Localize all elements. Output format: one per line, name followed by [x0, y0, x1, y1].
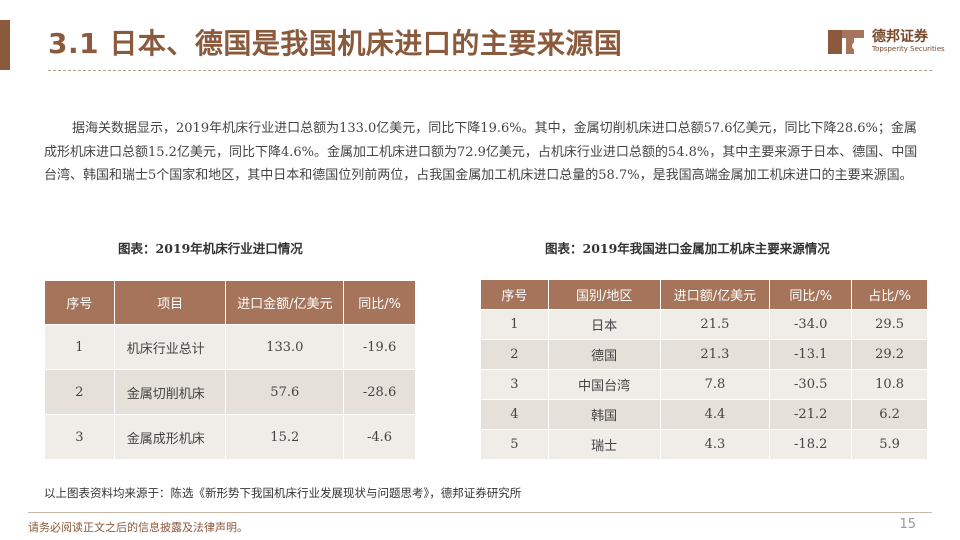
column-header: 进口额/亿美元: [659, 279, 771, 310]
logo-text-en: Topsperity Securities: [872, 45, 945, 53]
column-header: 同比/%: [343, 280, 416, 325]
source-note: 以上图表资料均来源于：陈选《新形势下我国机床行业发展现状与问题思考》，德邦证券研…: [44, 486, 522, 500]
table-cell: 中国台湾: [547, 369, 661, 400]
table-header-row: 序号 项目 进口金额/亿美元 同比/%: [44, 280, 416, 325]
table-cell: 15.2: [225, 414, 345, 460]
column-header: 占比/%: [851, 279, 928, 310]
table-cell: 日本: [547, 309, 661, 340]
column-header: 进口金额/亿美元: [225, 280, 345, 325]
table-row: 5 瑞士 4.3 -18.2 5.9: [480, 429, 928, 460]
table-cell: 金属切削机床: [113, 369, 227, 415]
logo-mark-icon: [826, 26, 866, 58]
table-cell: 1: [480, 309, 549, 340]
column-header: 国别/地区: [547, 279, 661, 310]
table-cell: 57.6: [225, 369, 345, 415]
table-row: 3 中国台湾 7.8 -30.5 10.8: [480, 369, 928, 400]
table1-caption: 图表：2019年机床行业进口情况: [118, 241, 303, 256]
page-number: 15: [899, 517, 916, 532]
table-cell: 133.0: [225, 324, 345, 370]
table-cell: 4.4: [659, 399, 771, 430]
table-cell: 6.2: [851, 399, 928, 430]
column-header: 同比/%: [769, 279, 853, 310]
table-cell: -4.6: [343, 414, 416, 460]
table-cell: 5: [480, 429, 549, 460]
table-row: 1 机床行业总计 133.0 -19.6: [44, 324, 416, 370]
table-cell: -19.6: [343, 324, 416, 370]
title-accent-bar: [0, 20, 10, 70]
page-title: 3.1 日本、德国是我国机床进口的主要来源国: [48, 27, 623, 60]
table-cell: -21.2: [769, 399, 853, 430]
table-cell: 德国: [547, 339, 661, 370]
disclaimer-note: 请务必阅读正文之后的信息披露及法律声明。: [28, 521, 248, 534]
table-row: 4 韩国 4.4 -21.2 6.2: [480, 399, 928, 430]
table-cell: 4: [480, 399, 549, 430]
table-cell: 7.8: [659, 369, 771, 400]
column-header: 序号: [44, 280, 115, 325]
column-header: 项目: [113, 280, 227, 325]
table-cell: 4.3: [659, 429, 771, 460]
table-row: 1 日本 21.5 -34.0 29.5: [480, 309, 928, 340]
table-row: 2 金属切削机床 57.6 -28.6: [44, 369, 416, 415]
table-cell: 3: [44, 414, 115, 460]
summary-paragraph: 据海关数据显示，2019年机床行业进口总额为133.0亿美元，同比下降19.6%…: [44, 121, 918, 183]
table-cell: 29.2: [851, 339, 928, 370]
column-header: 序号: [480, 279, 549, 310]
table-cell: -34.0: [769, 309, 853, 340]
table-row: 3 金属成形机床 15.2 -4.6: [44, 414, 416, 460]
table-cell: 3: [480, 369, 549, 400]
table-header-row: 序号 国别/地区 进口额/亿美元 同比/% 占比/%: [480, 279, 928, 310]
import-summary-table: 序号 项目 进口金额/亿美元 同比/% 1 机床行业总计 133.0 -19.6…: [44, 280, 416, 460]
table-cell: 5.9: [851, 429, 928, 460]
table-cell: 21.5: [659, 309, 771, 340]
company-logo: 德邦证券 Topsperity Securities: [826, 24, 945, 64]
table-cell: -28.6: [343, 369, 416, 415]
table-cell: 21.3: [659, 339, 771, 370]
title-divider: [48, 70, 932, 71]
source-country-table: 序号 国别/地区 进口额/亿美元 同比/% 占比/% 1 日本 21.5 -34…: [480, 279, 928, 460]
table-row: 2 德国 21.3 -13.1 29.2: [480, 339, 928, 370]
table2-caption: 图表：2019年我国进口金属加工机床主要来源情况: [545, 241, 830, 256]
table-cell: 2: [480, 339, 549, 370]
table-cell: -30.5: [769, 369, 853, 400]
logo-text-cn: 德邦证券: [872, 29, 928, 45]
table-cell: 2: [44, 369, 115, 415]
table-cell: 机床行业总计: [113, 324, 227, 370]
table-cell: 10.8: [851, 369, 928, 400]
table-cell: -18.2: [769, 429, 853, 460]
table-cell: -13.1: [769, 339, 853, 370]
table-cell: 29.5: [851, 309, 928, 340]
table-cell: 1: [44, 324, 115, 370]
footer-divider: [28, 512, 932, 513]
table-cell: 韩国: [547, 399, 661, 430]
table-cell: 瑞士: [547, 429, 661, 460]
table-cell: 金属成形机床: [113, 414, 227, 460]
